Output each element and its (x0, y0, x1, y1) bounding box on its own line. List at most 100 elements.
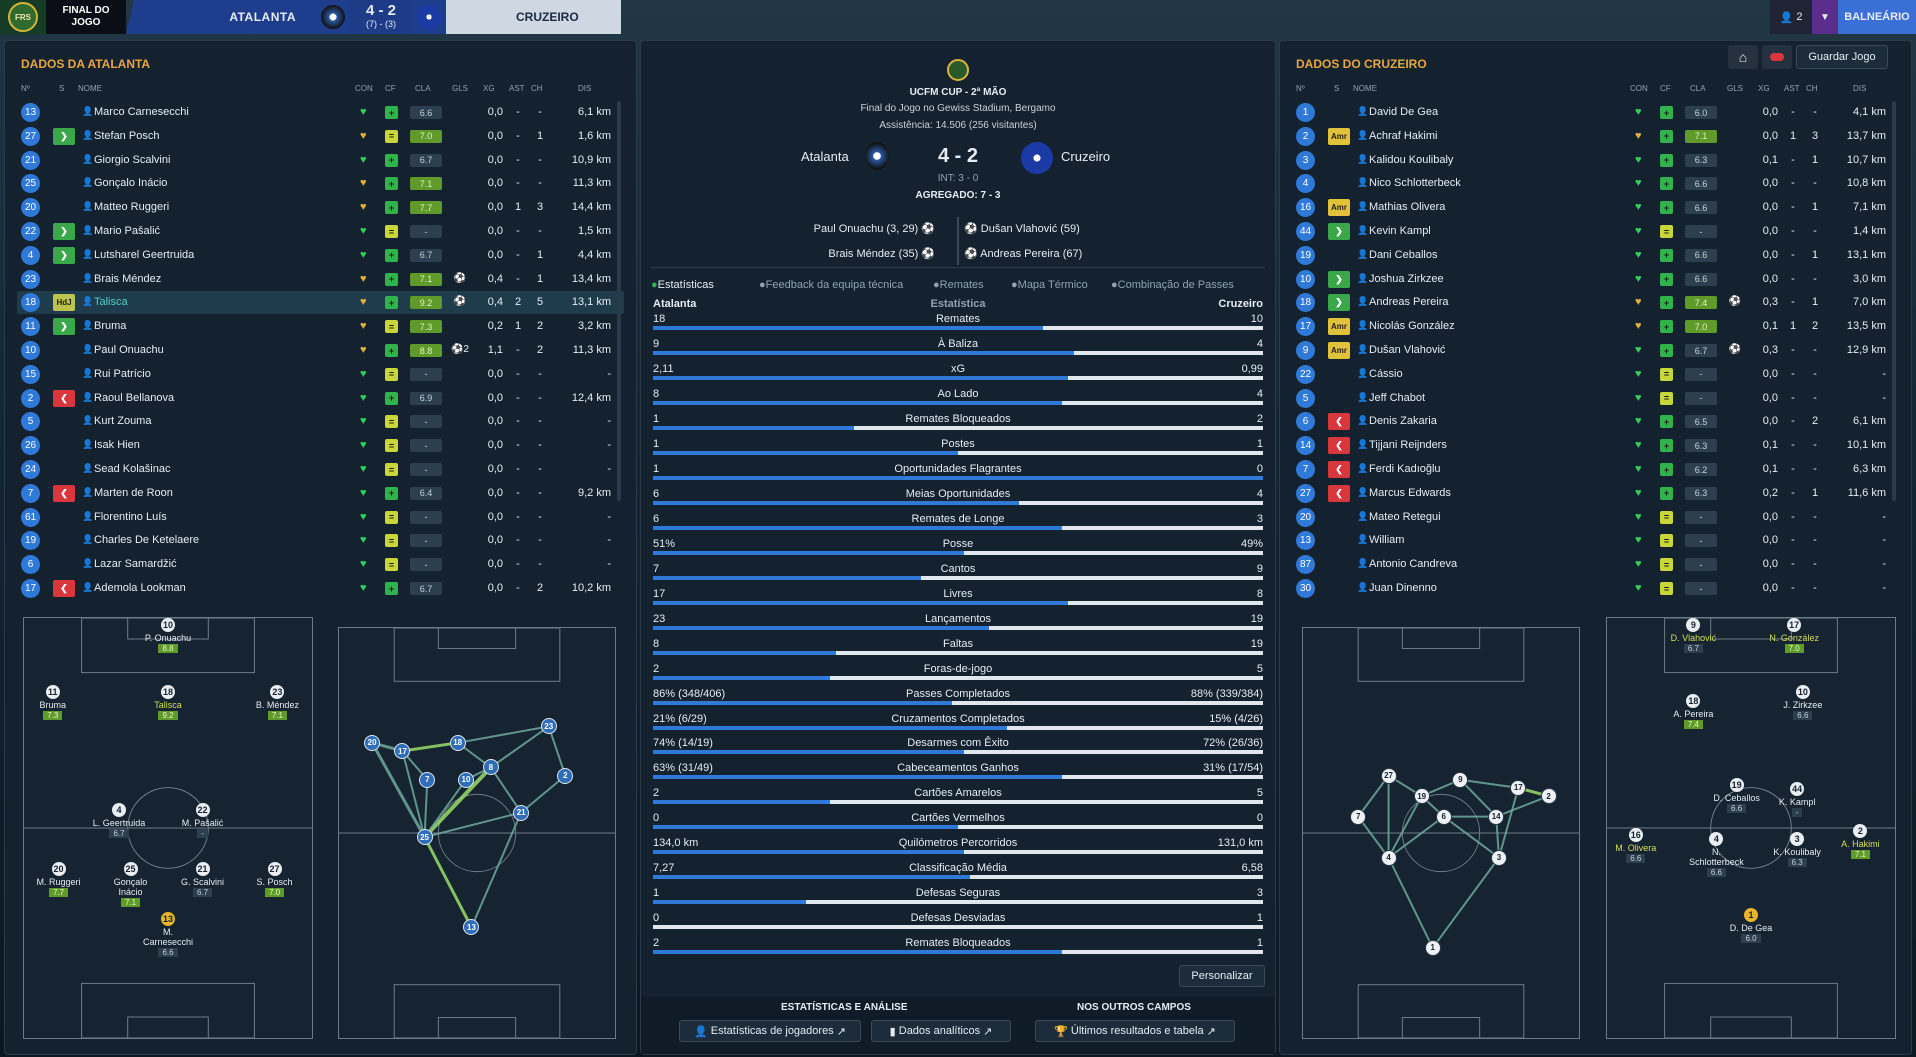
tab-combinacao-passes[interactable]: ● Combinação de Passes (1111, 279, 1234, 291)
player-row[interactable]: 18 ❯ 👤 Andreas Pereira ♥ +7.4 ⚽ 0,3- 1 7,0 km (1292, 291, 1899, 314)
formation-player[interactable]: 17 N. González 7.0 (1764, 618, 1824, 653)
formation-player[interactable]: 4 L. Geertruida 6.7 (89, 802, 149, 838)
player-row[interactable]: 44 ❯ 👤 Kevin Kampl ♥ = -0,0- -1,4 km (1292, 220, 1899, 243)
pass-node[interactable]: 3 (1490, 849, 1507, 866)
player-name[interactable]: Marten de Roon (94, 486, 173, 499)
col-xg[interactable]: XG (1758, 84, 1770, 93)
player-name[interactable]: Ferdi Kadıoğlu (1369, 463, 1441, 475)
away-team-name[interactable]: CRUZEIRO (446, 0, 621, 34)
formation-player[interactable]: 2 A. Hakimi 7.1 (1830, 823, 1890, 859)
pass-node[interactable]: 14 (1488, 808, 1505, 825)
analytics-button[interactable]: ▮ Dados analíticos ↗ (871, 1020, 1011, 1042)
player-name[interactable]: Isak Hien (94, 439, 140, 452)
player-stats-button[interactable]: 👤 Estatísticas de jogadores ↗ (679, 1020, 861, 1042)
player-row[interactable]: 19 👤 Charles De Ketelaere ♥ = -0,0- - - (17, 529, 624, 552)
player-row[interactable]: 20 👤 Matteo Ruggeri ♥ +7.7 0,0 1 3 14,4 km (17, 196, 624, 219)
pass-node[interactable]: 17 (1510, 779, 1527, 796)
player-name[interactable]: Nicolás González (1369, 320, 1455, 333)
pass-node[interactable]: 8 (482, 759, 499, 776)
player-name[interactable]: Kurt Zouma (94, 415, 152, 428)
player-row[interactable]: 10 ❯ 👤 Joshua Zirkzee ♥ +6.6 0,0- -3,0 km (1292, 268, 1899, 291)
formation-player[interactable]: 27 S. Posch 7.0 (245, 861, 305, 897)
tab-estatisticas[interactable]: ● Estatísticas (651, 279, 714, 291)
player-name[interactable]: Achraf Hakimi (1369, 129, 1438, 142)
pass-node[interactable]: 27 (1380, 767, 1397, 784)
formation-player[interactable]: 44 K. Kampl - (1767, 781, 1827, 817)
player-row[interactable]: 6 ❮ 👤 Denis Zakaria ♥ +6.5 0,0- 2 6,1 km (1292, 410, 1899, 433)
formation-player[interactable]: 22 M. Pašalić - (173, 802, 233, 838)
formation-player[interactable]: 16 M. Olivera 6.6 (1606, 828, 1666, 863)
player-row[interactable]: 10 👤 Paul Onuachu ♥ +8.8 ⚽2 1,1 - 2 11,3 km (17, 339, 624, 362)
formation-player[interactable]: 23 B. Méndez 7.1 (247, 685, 307, 721)
player-name[interactable]: Marco Carnesecchi (94, 106, 189, 118)
player-row[interactable]: 26 👤 Isak Hien ♥ = -0,0- - - (17, 434, 624, 457)
messages-button[interactable]: 👤 2 (1770, 0, 1812, 34)
home-icon[interactable]: ⌂ (1728, 45, 1758, 69)
col-num[interactable]: Nº (21, 84, 30, 93)
player-row[interactable]: 18 HdJ 👤 Talisca ♥ +9.2 ⚽ 0,4 2 5 13,1 km (17, 291, 624, 315)
player-name[interactable]: Paul Onuachu (94, 344, 164, 356)
formation-player[interactable]: 18 Talisca 9.2 (138, 685, 198, 721)
player-name[interactable]: Tijjani Reijnders (1369, 439, 1447, 452)
player-name[interactable]: Marcus Edwards (1369, 486, 1451, 499)
formation-player[interactable]: 3 K. Koulibaly 6.3 (1767, 832, 1827, 868)
formation-player[interactable]: 18 A. Pereira 7.4 (1663, 693, 1723, 729)
pass-node[interactable]: 23 (540, 718, 557, 735)
col-ast[interactable]: AST (509, 84, 525, 93)
player-name[interactable]: Juan Dinenno (1369, 582, 1437, 594)
player-row[interactable]: 20 👤 Mateo Retegui ♥ = -0,0- - - (1292, 506, 1899, 529)
player-row[interactable]: 27 ❯ 👤 Stefan Posch ♥ = 7.0 0,0- 1 1,6 km (17, 125, 624, 148)
col-cf[interactable]: CF (1660, 84, 1671, 93)
player-name[interactable]: Florentino Luís (94, 510, 167, 523)
player-row[interactable]: 2 Amr 👤 Achraf Hakimi ♥ +7.1 0,0 1 3 13,7 km (1292, 125, 1899, 148)
player-row[interactable]: 5 👤 Kurt Zouma ♥ = -0,0- - - (17, 410, 624, 433)
col-cf[interactable]: CF (385, 84, 396, 93)
player-row[interactable]: 11 ❯ 👤 Bruma ♥ = 7.3 0,2 1 2 3,2 km (17, 315, 624, 338)
formation-player[interactable]: 4 N. Schlotterbeck 6.6 (1686, 832, 1746, 878)
pass-node[interactable]: 4 (1380, 849, 1397, 866)
player-name[interactable]: Mario Pašalić (94, 225, 161, 237)
player-name[interactable]: Dušan Vlahović (1369, 344, 1446, 356)
player-row[interactable]: 30 👤 Juan Dinenno ♥ = -0,0- - - (1292, 577, 1899, 600)
player-row[interactable]: 6 👤 Lazar Samardžić ♥ = -0,0- - - (17, 553, 624, 576)
col-ast[interactable]: AST (1784, 84, 1800, 93)
player-name[interactable]: Dani Ceballos (1369, 248, 1438, 261)
player-name[interactable]: Nico Schlotterbeck (1369, 177, 1461, 190)
player-name[interactable]: Charles De Ketelaere (94, 534, 200, 547)
player-row[interactable]: 24 👤 Sead Kolašinac ♥ = -0,0- - - (17, 458, 624, 481)
pass-node[interactable]: 13 (463, 919, 480, 936)
formation-player[interactable]: 19 D. Ceballos 6.6 (1707, 777, 1767, 813)
formation-player[interactable]: 1 D. De Gea 6.0 (1721, 907, 1781, 943)
col-ch[interactable]: CH (531, 84, 543, 93)
col-gls[interactable]: GLS (1727, 84, 1744, 93)
save-game-button[interactable]: Guardar Jogo (1796, 45, 1888, 69)
player-name[interactable]: Lutsharel Geertruida (94, 248, 195, 261)
player-name[interactable]: Stefan Posch (94, 129, 160, 142)
results-button[interactable]: 🏆 Últimos resultados e tabela ↗ (1035, 1020, 1235, 1042)
scrollbar[interactable] (1892, 101, 1896, 501)
pass-node[interactable]: 20 (364, 734, 381, 751)
player-name[interactable]: Giorgio Scalvini (94, 153, 171, 166)
col-num[interactable]: Nº (1296, 84, 1305, 93)
home-team-name[interactable]: ATALANTA (126, 0, 316, 34)
tab-feedback[interactable]: ● Feedback da equipa técnica (759, 279, 904, 291)
pass-node[interactable]: 25 (416, 829, 433, 846)
player-row[interactable]: 13 👤 William ♥ = -0,0- - - (1292, 529, 1899, 552)
player-name[interactable]: David De Gea (1369, 106, 1439, 118)
player-name[interactable]: Jeff Chabot (1369, 391, 1426, 404)
player-name[interactable]: William (1369, 534, 1405, 547)
col-name[interactable]: NOME (78, 84, 102, 93)
player-name[interactable]: Matteo Ruggeri (94, 201, 170, 214)
player-row[interactable]: 4 ❯ 👤 Lutsharel Geertruida ♥ +6.7 0,0- 1 4,4 km (17, 244, 624, 267)
pass-node[interactable]: 7 (419, 771, 436, 788)
pass-node[interactable]: 9 (1452, 771, 1469, 788)
player-name[interactable]: Rui Patrício (94, 367, 151, 380)
player-row[interactable]: 7 ❮ 👤 Marten de Roon ♥ +6.4 0,0- -9,2 km (17, 482, 624, 505)
player-row[interactable]: 15 👤 Rui Patrício ♥ = -0,0- - - (17, 363, 624, 386)
formation-player[interactable]: 21 G. Scalvini 6.7 (173, 861, 233, 897)
scrollbar[interactable] (617, 101, 621, 501)
col-ch[interactable]: CH (1806, 84, 1818, 93)
player-row[interactable]: 17 Amr 👤 Nicolás González ♥ +7.0 0,1 1 2 13,5 km (1292, 315, 1899, 338)
player-name[interactable]: Mathias Olivera (1369, 201, 1446, 214)
player-name[interactable]: Joshua Zirkzee (1369, 272, 1444, 285)
